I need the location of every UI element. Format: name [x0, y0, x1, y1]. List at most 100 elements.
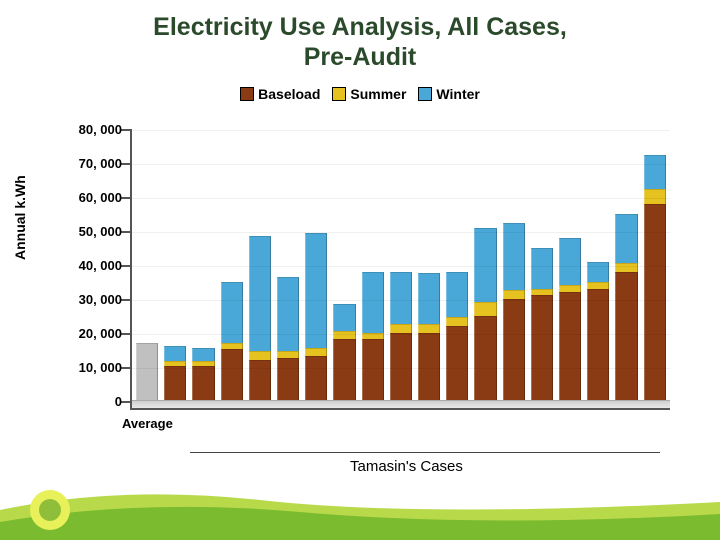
plot-region [130, 130, 670, 410]
y-tick-label: 30, 000 [66, 292, 122, 307]
bar [390, 130, 412, 400]
bar [446, 130, 468, 400]
bar-segment-summer [559, 285, 581, 292]
bar-segment-baseload [305, 356, 327, 400]
bar [503, 130, 525, 400]
legend-label: Winter [436, 86, 479, 102]
bar-segment-baseload [531, 295, 553, 400]
bar-segment-summer [644, 189, 666, 204]
y-tick-label: 50, 000 [66, 224, 122, 239]
bar [136, 130, 158, 400]
bar [644, 130, 666, 400]
bar-segment-baseload [587, 289, 609, 400]
bar-segment-baseload [615, 272, 637, 400]
y-tick-label: 80, 000 [66, 122, 122, 137]
bar-segment-summer [333, 331, 355, 339]
bar [192, 130, 214, 400]
bar-segment-winter [531, 248, 553, 289]
bar-segment-winter [587, 262, 609, 282]
bar [164, 130, 186, 400]
bar-segment-summer [390, 324, 412, 332]
y-tick-label: 70, 000 [66, 156, 122, 171]
bar [333, 130, 355, 400]
y-tick-label: 20, 000 [66, 326, 122, 341]
bar-segment-summer [221, 343, 243, 350]
bar-segment-winter [615, 214, 637, 263]
bar [474, 130, 496, 400]
y-tick-label: 60, 000 [66, 190, 122, 205]
bar-segment-summer [503, 290, 525, 298]
bar-segment-winter [333, 304, 355, 331]
gridline [132, 300, 670, 301]
gridline [132, 198, 670, 199]
bar-segment-summer [249, 351, 271, 359]
legend: Baseload Summer Winter [0, 86, 720, 104]
bar-segment-winter [305, 233, 327, 348]
chart-caption: Tamasin's Cases [350, 458, 463, 475]
bar-segment-average [136, 343, 158, 400]
legend-label: Baseload [258, 86, 320, 102]
bar [221, 130, 243, 400]
gridline [132, 130, 670, 131]
x-axis-label-average: Average [122, 416, 173, 431]
legend-item: Baseload [240, 86, 320, 102]
bar-segment-summer [277, 351, 299, 358]
gridline [132, 368, 670, 369]
title-line-1: Electricity Use Analysis, All Cases, [0, 12, 720, 42]
bar [362, 130, 384, 400]
bar [277, 130, 299, 400]
bar-segment-summer [615, 263, 637, 271]
bar [531, 130, 553, 400]
bar-segment-winter [644, 155, 666, 189]
legend-label: Summer [350, 86, 406, 102]
bar [249, 130, 271, 400]
bar-segment-winter [192, 348, 214, 362]
bar-segment-summer [474, 302, 496, 316]
bar-segment-summer [531, 289, 553, 296]
bars-container [132, 130, 670, 400]
caption-underline [190, 452, 660, 453]
footer-decoration [0, 480, 720, 540]
bar-segment-summer [446, 317, 468, 325]
bar [305, 130, 327, 400]
bar-segment-baseload [418, 333, 440, 401]
legend-swatch [240, 87, 254, 101]
bar-segment-baseload [221, 349, 243, 400]
y-tick-label: 10, 000 [66, 360, 122, 375]
chart-area: 0 10, 000 20, 000 30, 000 40, 000 50, 000 60, … [60, 130, 680, 440]
bar-segment-baseload [362, 339, 384, 400]
bar-segment-winter [446, 272, 468, 318]
bar-segment-summer [418, 324, 440, 332]
bar-segment-winter [474, 228, 496, 302]
legend-swatch [332, 87, 346, 101]
plot-floor [132, 400, 670, 408]
bar-segment-baseload [474, 316, 496, 400]
bar-segment-winter [418, 273, 440, 324]
bar-segment-baseload [390, 333, 412, 401]
title-line-2: Pre-Audit [0, 42, 720, 72]
bar [587, 130, 609, 400]
bar-segment-winter [390, 272, 412, 324]
legend-item: Winter [418, 86, 479, 102]
bar-segment-baseload [503, 299, 525, 400]
bar-segment-baseload [333, 339, 355, 400]
bar-segment-winter [164, 346, 186, 361]
bar-segment-baseload [644, 204, 666, 400]
y-tick-label: 0 [66, 394, 122, 409]
bar-segment-baseload [277, 358, 299, 400]
bar-segment-summer [305, 348, 327, 356]
gridline [132, 232, 670, 233]
bar [418, 130, 440, 400]
bar-segment-winter [559, 238, 581, 285]
y-tick-label: 40, 000 [66, 258, 122, 273]
bar-segment-baseload [249, 360, 271, 401]
bar-segment-baseload [192, 366, 214, 400]
gridline [132, 266, 670, 267]
bar-segment-winter [362, 272, 384, 333]
bar-segment-winter [277, 277, 299, 351]
bar-segment-baseload [164, 366, 186, 400]
legend-swatch [418, 87, 432, 101]
bar-segment-baseload [446, 326, 468, 400]
gridline [132, 164, 670, 165]
bar [559, 130, 581, 400]
